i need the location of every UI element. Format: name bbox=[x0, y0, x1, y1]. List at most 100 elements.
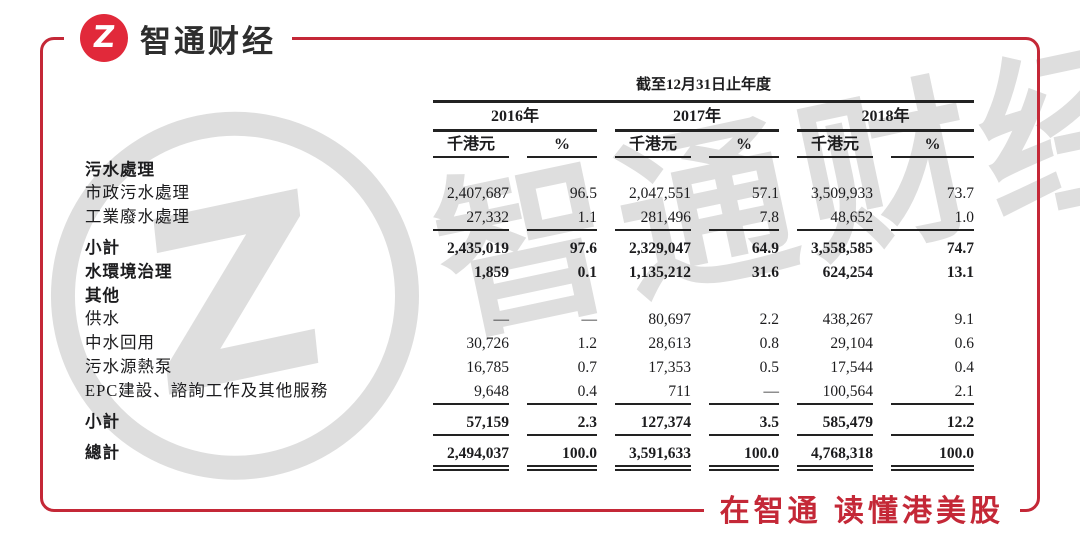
row-value: 29,104 bbox=[830, 335, 873, 352]
row-value: 2,407,687 bbox=[447, 185, 509, 202]
row-value: 12.2 bbox=[891, 411, 974, 436]
table-row: EPC建設、諮詢工作及其他服務 9,648 0.4 711 — 100,564 2.1 bbox=[85, 379, 974, 405]
table-row: 中水回用 30,726 1.2 28,613 0.8 29,104 0.6 bbox=[85, 331, 974, 355]
col-header-2018-pct: % bbox=[891, 132, 974, 158]
row-value: 1,859 bbox=[474, 264, 509, 281]
row-label: 污水源熱泵 bbox=[85, 357, 173, 376]
row-value: 624,254 bbox=[822, 264, 873, 281]
row-value: 31.6 bbox=[751, 264, 779, 281]
row-value: 0.5 bbox=[759, 359, 779, 376]
col-header-2017-pct: % bbox=[709, 132, 779, 158]
logo-z-glyph: Z bbox=[91, 20, 117, 55]
row-label: EPC建設、諮詢工作及其他服務 bbox=[85, 381, 329, 400]
col-header-2017-hkd: 千港元 bbox=[615, 132, 691, 158]
row-value: 9,648 bbox=[433, 380, 509, 405]
row-value: 2.3 bbox=[527, 411, 597, 436]
row-value: 57,159 bbox=[433, 411, 509, 436]
row-label: 小計 bbox=[85, 238, 120, 257]
row-value: 17,544 bbox=[830, 359, 873, 376]
row-label: 中水回用 bbox=[85, 333, 155, 352]
row-value: 4,768,318 bbox=[797, 442, 873, 471]
row-value: 281,496 bbox=[615, 206, 691, 231]
row-value: 3,558,585 bbox=[811, 240, 873, 257]
row-value: 7.8 bbox=[709, 206, 779, 231]
row-value: 2,329,047 bbox=[629, 240, 691, 257]
row-value: 2.2 bbox=[759, 311, 779, 328]
year-header-2016: 2016年 bbox=[433, 103, 597, 132]
year-header-2017: 2017年 bbox=[615, 103, 779, 132]
row-label: 市政污水處理 bbox=[85, 183, 190, 202]
table-row: 總計 2,494,037 100.0 3,591,633 100.0 4,768,318 1… bbox=[85, 441, 974, 471]
table-row: 工業廢水處理 27,332 1.1 281,496 7.8 48,652 1.0 bbox=[85, 205, 974, 231]
row-value: 0.6 bbox=[954, 335, 974, 352]
row-value: 28,613 bbox=[648, 335, 691, 352]
row-value: 97.6 bbox=[569, 240, 597, 257]
zhitong-logo-icon: Z bbox=[80, 14, 128, 62]
col-header-2016-pct: % bbox=[527, 132, 597, 158]
table-title: 截至12月31日止年度 bbox=[433, 76, 974, 103]
row-label: 工業廢水處理 bbox=[85, 207, 190, 226]
row-value: 1.0 bbox=[891, 206, 974, 231]
row-label: 污水處理 bbox=[85, 160, 155, 179]
table-header: 截至12月31日止年度 2016年 2017年 2018年 千港元 % 千港元 … bbox=[85, 76, 974, 158]
row-value: — bbox=[493, 311, 510, 328]
row-value: 0.7 bbox=[577, 359, 597, 376]
row-value: 16,785 bbox=[466, 359, 509, 376]
col-header-2018-hkd: 千港元 bbox=[797, 132, 873, 158]
brand-name: 智通财经 bbox=[140, 23, 276, 59]
table-body: 污水處理市政污水處理 2,407,687 96.5 2,047,551 57.1 3,50… bbox=[85, 158, 974, 471]
col-header-2016-hkd: 千港元 bbox=[433, 132, 509, 158]
row-value: 57.1 bbox=[751, 185, 779, 202]
row-value: 2,435,019 bbox=[447, 240, 509, 257]
row-label: 小計 bbox=[85, 412, 120, 431]
row-value: 74.7 bbox=[946, 240, 974, 257]
row-value: 3,509,933 bbox=[811, 185, 873, 202]
row-value: 2,494,037 bbox=[433, 442, 509, 471]
table-row: 小計 57,159 2.3 127,374 3.5 585,479 12.2 bbox=[85, 410, 974, 436]
table-row: 污水源熱泵 16,785 0.7 17,353 0.5 17,544 0.4 bbox=[85, 355, 974, 379]
table-row: 市政污水處理 2,407,687 96.5 2,047,551 57.1 3,509,93… bbox=[85, 181, 974, 205]
row-value: 438,267 bbox=[822, 311, 873, 328]
brand-slogan: 在智通 读懂港美股 bbox=[703, 494, 1020, 530]
row-value: 100.0 bbox=[709, 442, 779, 471]
row-value: 127,374 bbox=[615, 411, 691, 436]
row-label: 總計 bbox=[85, 443, 120, 462]
revenue-table: 截至12月31日止年度 2016年 2017年 2018年 千港元 % 千港元 … bbox=[85, 76, 974, 471]
row-value: 100.0 bbox=[891, 442, 974, 471]
row-value: 96.5 bbox=[569, 185, 597, 202]
row-value: 2.1 bbox=[891, 380, 974, 405]
row-value: 0.1 bbox=[577, 264, 597, 281]
table-row: 供水 — — 80,697 2.2 438,267 9.1 bbox=[85, 307, 974, 331]
row-value: 1.2 bbox=[577, 335, 597, 352]
row-value: 1,135,212 bbox=[629, 264, 691, 281]
table-row: 水環境治理 1,859 0.1 1,135,212 31.6 624,254 13.1 bbox=[85, 260, 974, 284]
row-value: 1.1 bbox=[527, 206, 597, 231]
row-value: 3.5 bbox=[709, 411, 779, 436]
row-value: 27,332 bbox=[433, 206, 509, 231]
table-row: 其他 bbox=[85, 284, 974, 307]
row-value: 0.8 bbox=[759, 335, 779, 352]
row-value: — bbox=[581, 311, 598, 328]
row-label: 水環境治理 bbox=[85, 262, 173, 281]
row-label: 供水 bbox=[85, 309, 120, 328]
table-row: 污水處理 bbox=[85, 158, 974, 181]
brand-logo: Z 智通财经 bbox=[64, 12, 292, 64]
table-row: 小計 2,435,019 97.6 2,329,047 64.9 3,558,585 74.… bbox=[85, 236, 974, 260]
row-value: 9.1 bbox=[954, 311, 974, 328]
year-header-2018: 2018年 bbox=[797, 103, 974, 132]
row-value: 0.4 bbox=[954, 359, 974, 376]
row-value: 100,564 bbox=[797, 380, 873, 405]
row-label: 其他 bbox=[85, 286, 120, 305]
row-value: 64.9 bbox=[751, 240, 779, 257]
row-value: 2,047,551 bbox=[629, 185, 691, 202]
row-value: 17,353 bbox=[648, 359, 691, 376]
row-value: — bbox=[709, 380, 779, 405]
row-value: 585,479 bbox=[797, 411, 873, 436]
row-value: 13.1 bbox=[946, 264, 974, 281]
row-value: 711 bbox=[615, 380, 691, 405]
row-value: 100.0 bbox=[527, 442, 597, 471]
row-value: 30,726 bbox=[466, 335, 509, 352]
row-value: 0.4 bbox=[527, 380, 597, 405]
row-value: 48,652 bbox=[797, 206, 873, 231]
row-value: 80,697 bbox=[648, 311, 691, 328]
